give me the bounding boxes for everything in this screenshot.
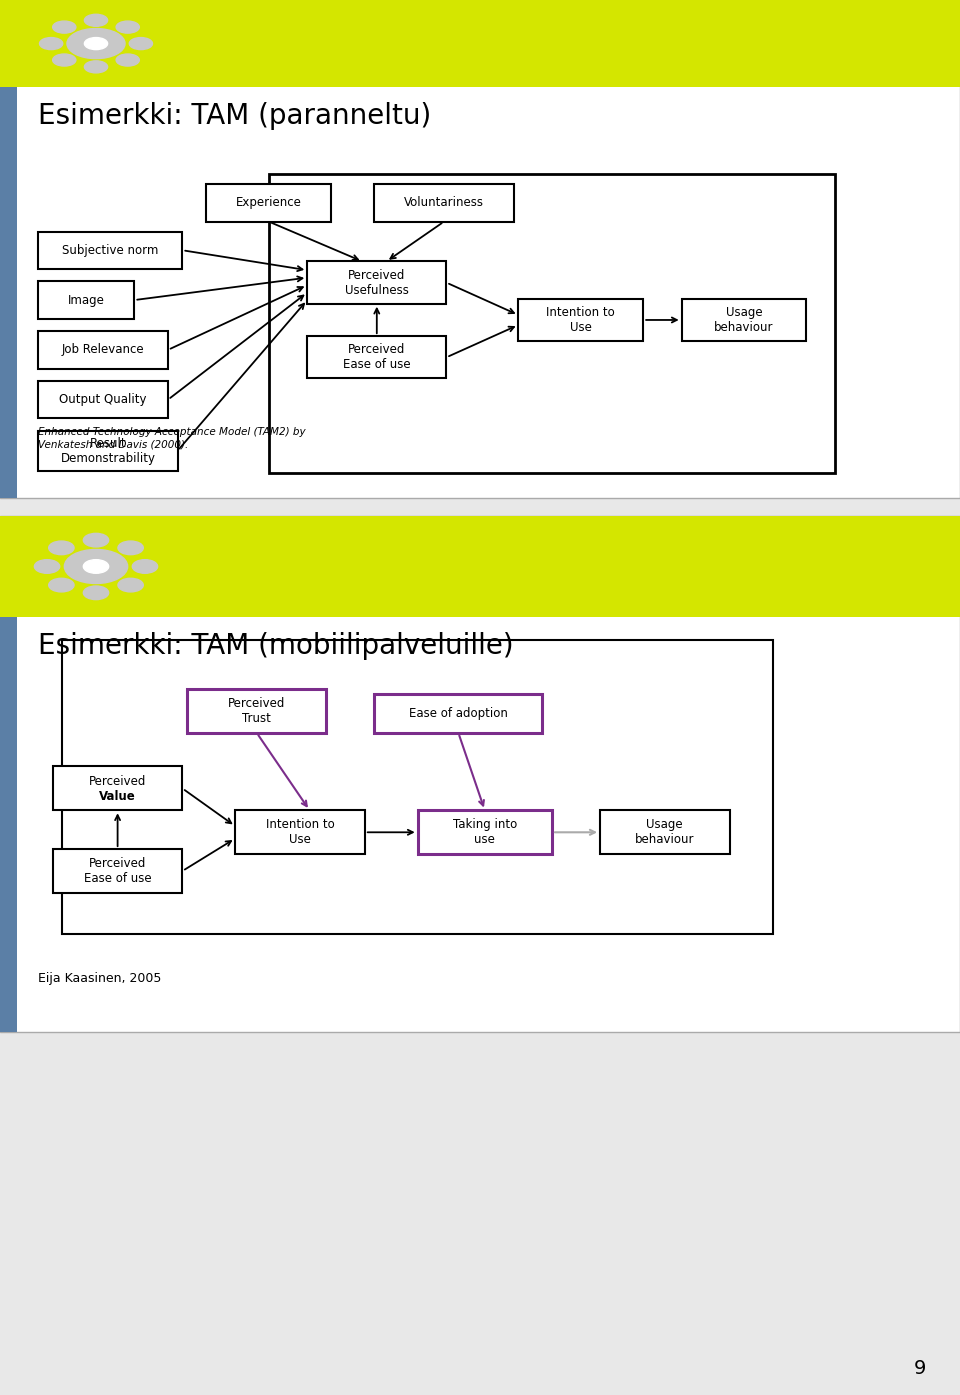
Circle shape: [84, 61, 108, 73]
Circle shape: [130, 38, 153, 50]
FancyBboxPatch shape: [0, 0, 960, 498]
FancyBboxPatch shape: [600, 810, 730, 854]
FancyBboxPatch shape: [0, 516, 960, 617]
Text: Image: Image: [68, 293, 105, 307]
FancyBboxPatch shape: [206, 184, 331, 222]
FancyBboxPatch shape: [53, 766, 182, 810]
Circle shape: [64, 550, 128, 583]
FancyBboxPatch shape: [307, 336, 446, 378]
Circle shape: [118, 541, 143, 555]
Text: Usage
behaviour: Usage behaviour: [636, 819, 694, 847]
Text: Subjective norm: Subjective norm: [62, 244, 158, 257]
Text: Perceived
Ease of use: Perceived Ease of use: [343, 343, 411, 371]
Circle shape: [53, 21, 76, 33]
FancyBboxPatch shape: [0, 617, 17, 1032]
FancyBboxPatch shape: [0, 0, 960, 86]
Circle shape: [67, 28, 125, 59]
Text: Usage
behaviour: Usage behaviour: [714, 306, 774, 333]
Circle shape: [49, 579, 74, 591]
Circle shape: [84, 533, 108, 547]
Text: Ease of adoption: Ease of adoption: [409, 707, 508, 720]
FancyBboxPatch shape: [0, 516, 960, 1032]
FancyBboxPatch shape: [418, 810, 552, 854]
FancyBboxPatch shape: [518, 299, 643, 342]
Text: Perceived
Usefulness: Perceived Usefulness: [345, 269, 409, 297]
Text: Eija Kaasinen, 2005: Eija Kaasinen, 2005: [38, 971, 162, 985]
FancyBboxPatch shape: [0, 86, 17, 498]
Text: Perceived: Perceived: [89, 776, 146, 788]
FancyBboxPatch shape: [235, 810, 365, 854]
FancyBboxPatch shape: [307, 261, 446, 304]
FancyBboxPatch shape: [38, 431, 178, 470]
Circle shape: [132, 559, 157, 573]
Circle shape: [39, 38, 62, 50]
FancyBboxPatch shape: [38, 331, 168, 368]
FancyBboxPatch shape: [38, 381, 168, 418]
FancyBboxPatch shape: [38, 232, 182, 269]
Circle shape: [35, 559, 60, 573]
Circle shape: [116, 54, 139, 66]
Text: Perceived
Trust: Perceived Trust: [228, 698, 285, 725]
Circle shape: [84, 559, 108, 573]
FancyBboxPatch shape: [62, 640, 773, 935]
FancyBboxPatch shape: [38, 282, 134, 318]
FancyBboxPatch shape: [374, 695, 542, 732]
Circle shape: [84, 38, 108, 50]
Circle shape: [84, 14, 108, 27]
Text: Intention to
Use: Intention to Use: [546, 306, 615, 333]
Text: Output Quality: Output Quality: [60, 393, 147, 406]
FancyBboxPatch shape: [374, 184, 514, 222]
Text: Value: Value: [99, 790, 136, 802]
Text: Result
Demonstrability: Result Demonstrability: [60, 437, 156, 465]
Text: Taking into
use: Taking into use: [453, 819, 516, 847]
FancyBboxPatch shape: [269, 174, 835, 473]
Text: Esimerkki: TAM (mobiilipalveluille): Esimerkki: TAM (mobiilipalveluille): [38, 632, 514, 660]
Text: 9: 9: [914, 1359, 926, 1378]
Text: Enhanced Technology Acceptance Model (TAM2) by
Venkatesh and Davis (2000).: Enhanced Technology Acceptance Model (TA…: [38, 427, 306, 449]
Text: Job Relevance: Job Relevance: [61, 343, 145, 356]
Text: Perceived
Ease of use: Perceived Ease of use: [84, 857, 152, 884]
Text: Esimerkki: TAM (paranneltu): Esimerkki: TAM (paranneltu): [38, 102, 432, 130]
Circle shape: [49, 541, 74, 555]
Circle shape: [118, 579, 143, 591]
Circle shape: [116, 21, 139, 33]
Circle shape: [53, 54, 76, 66]
Text: Voluntariness: Voluntariness: [404, 197, 484, 209]
Text: Experience: Experience: [236, 197, 301, 209]
FancyBboxPatch shape: [187, 689, 326, 732]
Circle shape: [84, 586, 108, 600]
FancyBboxPatch shape: [53, 850, 182, 893]
Text: Intention to
Use: Intention to Use: [266, 819, 334, 847]
FancyBboxPatch shape: [682, 299, 806, 342]
